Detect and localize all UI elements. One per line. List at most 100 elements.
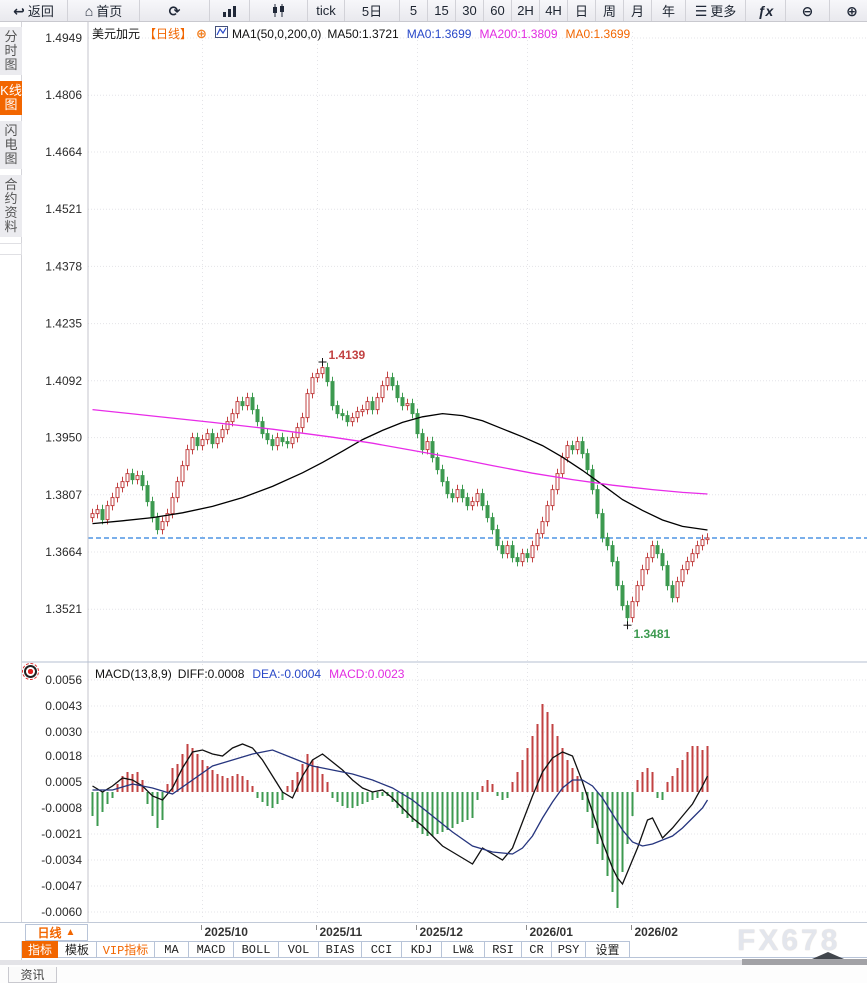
tab-CCI[interactable]: CCI [362, 941, 402, 958]
ma50-value: MA50:1.3721 [327, 26, 399, 41]
tab-设置[interactable]: 设置 [586, 941, 630, 958]
tab-VOL[interactable]: VOL [279, 941, 319, 958]
svg-text:1.4139: 1.4139 [329, 348, 366, 362]
sidebar-item-K线图[interactable]: K线图 [0, 81, 22, 115]
svg-text:1.4235: 1.4235 [45, 317, 82, 331]
toolbar-item-label: 更多 [710, 4, 737, 19]
toolbar-item-label: 15 [434, 3, 449, 18]
svg-text:0.0018: 0.0018 [45, 749, 82, 763]
period-selector[interactable]: 日线 ▲ [25, 924, 88, 941]
toolbar-bar-chart-icon[interactable] [210, 0, 250, 21]
toolbar-首页-button[interactable]: ⌂ 首页 [68, 0, 140, 21]
tab-BIAS[interactable]: BIAS [319, 941, 362, 958]
tab-PSY[interactable]: PSY [552, 941, 586, 958]
toolbar-item-label: 日 [574, 4, 588, 19]
candlestick-icon [272, 4, 284, 17]
tab-RSI[interactable]: RSI [485, 941, 522, 958]
chart-area: 1.4949 1.4806 1.4664 1.4521 1.4378 1.4235 1.40… [22, 22, 867, 922]
macd-config-label: MACD(13,8,9) [95, 667, 172, 681]
fx-icon: ƒx [757, 2, 774, 19]
toolbar-年-button[interactable]: 年 [652, 0, 686, 21]
sidebar-item-分时图[interactable]: 分时图 [0, 27, 22, 75]
toolbar-item-label: 5 [409, 3, 418, 18]
top-toolbar: ↩ 返回 ⌂ 首页 ⟳ tick 5日 5 15 30 60 2H 4H 日周月年 ☰ 更多 ƒx ⊖ ⊕ [0, 0, 867, 22]
tab-KDJ[interactable]: KDJ [402, 941, 442, 958]
ma0-blue-value: MA0:1.3699 [406, 26, 472, 41]
tab-模板[interactable]: 模板 [58, 941, 97, 958]
toolbar-日-button[interactable]: 日 [568, 0, 596, 21]
month-label-2026/02: 2026/02 [631, 925, 678, 939]
svg-text:1.3807: 1.3807 [45, 488, 82, 502]
toolbar-5日-button[interactable]: 5日 [345, 0, 400, 21]
diff-value: DIFF:0.0008 [177, 667, 245, 681]
tab-CR[interactable]: CR [522, 941, 552, 958]
toolbar-item-label: 首页 [96, 4, 123, 19]
tab-news[interactable]: 资讯 [8, 967, 57, 983]
svg-text:1.3664: 1.3664 [45, 545, 82, 559]
toolbar-4H-button[interactable]: 4H [540, 0, 568, 21]
svg-text:1.4806: 1.4806 [45, 88, 82, 102]
tab-MA[interactable]: MA [155, 941, 189, 958]
svg-text:1.4949: 1.4949 [45, 31, 82, 45]
tab-MACD[interactable]: MACD [189, 941, 234, 958]
toolbar-zoom-in-icon[interactable]: ⊕ [830, 0, 867, 21]
mini-chart-icon [214, 26, 228, 41]
svg-text:1.3950: 1.3950 [45, 431, 82, 445]
zoom-out-icon: ⊖ [801, 2, 814, 19]
toolbar-item-label: 30 [462, 3, 477, 18]
svg-text:1.4521: 1.4521 [45, 202, 82, 216]
svg-text:1.3521: 1.3521 [45, 602, 82, 616]
menu-icon: ☰ [694, 2, 708, 19]
price-macd-chart[interactable]: 1.4949 1.4806 1.4664 1.4521 1.4378 1.4235 1.40… [22, 22, 867, 922]
period-tag: 【日线】 [144, 27, 193, 41]
expand-icon[interactable]: ⊕ [196, 25, 207, 41]
tab-VIP指标[interactable]: VIP指标 [97, 941, 155, 958]
toolbar-60-button[interactable]: 60 [484, 0, 512, 21]
xaxis-row: 日线 ▲ 2025/10 2025/11 2025/12 2026/01 2026/02 [0, 922, 867, 941]
indicator-settings-icon[interactable] [22, 663, 39, 680]
svg-text:1.4664: 1.4664 [45, 145, 82, 159]
panel-drag-handle[interactable] [742, 952, 867, 966]
toolbar-月-button[interactable]: 月 [624, 0, 652, 21]
toolbar-2H-button[interactable]: 2H [512, 0, 540, 21]
chevron-up-icon: ▲ [65, 927, 76, 938]
toolbar-item-label: 周 [602, 4, 616, 19]
svg-text:1.4092: 1.4092 [45, 374, 82, 388]
ma-config-label: MA1(50,0,200,0) [231, 26, 322, 41]
svg-text:-0.0008: -0.0008 [41, 801, 82, 815]
toolbar-item-label: 返回 [27, 4, 54, 19]
toolbar-item-label: 2H [517, 3, 534, 18]
sidebar-item-合约资料[interactable]: 合约资料 [0, 175, 22, 237]
symbol-title: 美元加元 [92, 27, 141, 41]
toolbar-fx-icon[interactable]: ƒx [746, 0, 786, 21]
ma200-value: MA200:1.3809 [479, 26, 558, 41]
toolbar-candlestick-icon[interactable] [250, 0, 308, 21]
refresh-icon: ⟳ [168, 2, 181, 19]
svg-text:0.0005: 0.0005 [45, 775, 82, 789]
toolbar-zoom-out-icon[interactable]: ⊖ [786, 0, 830, 21]
toolbar-返回-button[interactable]: ↩ 返回 [0, 0, 68, 21]
toolbar-更多-button[interactable]: ☰ 更多 [686, 0, 746, 21]
svg-text:0.0030: 0.0030 [45, 725, 82, 739]
toolbar-周-button[interactable]: 周 [596, 0, 624, 21]
toolbar-refresh-icon[interactable]: ⟳ [140, 0, 210, 21]
svg-text:-0.0060: -0.0060 [41, 905, 82, 919]
svg-text:0.0043: 0.0043 [45, 699, 82, 713]
dea-value: DEA:-0.0004 [252, 667, 322, 681]
tab-BOLL[interactable]: BOLL [234, 941, 279, 958]
toolbar-5-button[interactable]: 5 [400, 0, 428, 21]
sidebar-item-闪电图[interactable]: 闪电图 [0, 121, 22, 169]
toolbar-15-button[interactable]: 15 [428, 0, 456, 21]
svg-text:1.4378: 1.4378 [45, 259, 82, 273]
toolbar-item-label: tick [316, 3, 336, 18]
tab-LW&[interactable]: LW& [442, 941, 485, 958]
toolbar-item-label: 5日 [361, 4, 383, 19]
tab-指标[interactable]: 指标 [22, 941, 58, 958]
toolbar-30-button[interactable]: 30 [456, 0, 484, 21]
expand-up-icon[interactable] [812, 952, 844, 959]
svg-text:1.3481: 1.3481 [634, 627, 671, 641]
bar-chart-icon [222, 5, 236, 17]
toolbar-tick-button[interactable]: tick [308, 0, 345, 21]
tabs-filler [630, 941, 867, 958]
